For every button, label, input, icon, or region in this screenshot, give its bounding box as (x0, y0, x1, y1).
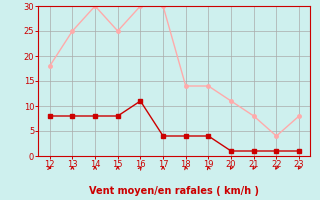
X-axis label: Vent moyen/en rafales ( km/h ): Vent moyen/en rafales ( km/h ) (89, 186, 260, 196)
